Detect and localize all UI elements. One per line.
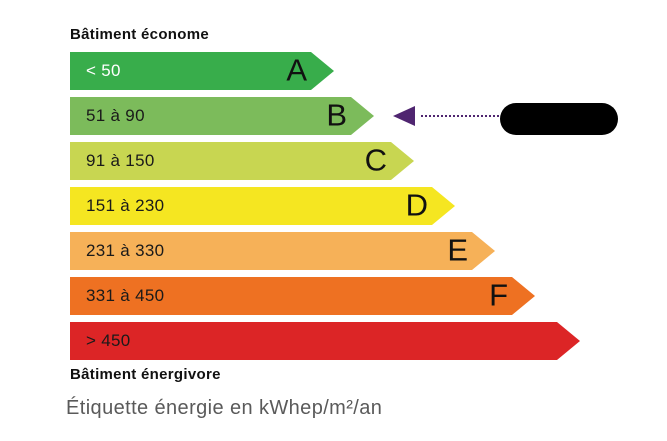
energy-class-bar-f: 331 à 450 F (70, 277, 535, 315)
energy-class-row-e: 231 à 330 E (70, 232, 580, 270)
chart-caption: Étiquette énergie en kWhep/m²/an (66, 397, 383, 419)
energy-class-row-b: 51 à 90 B (70, 97, 580, 135)
redacted-value-blob (500, 103, 618, 135)
energy-class-bar-g: > 450 (70, 322, 580, 360)
energy-class-letter: C (364, 142, 387, 178)
energy-range-label: 231 à 330 (86, 241, 165, 260)
energy-class-row-a: < 50 A (70, 52, 580, 90)
energy-range-label: < 50 (86, 61, 121, 80)
energy-class-bar-a: < 50 A (70, 52, 334, 90)
selected-class-pointer-icon (393, 106, 415, 126)
energy-class-letter: B (326, 97, 347, 133)
energy-class-letter: D (405, 187, 428, 223)
energy-range-label: > 450 (86, 331, 131, 350)
energy-class-letter: F (489, 277, 508, 313)
energy-scale: < 50 A 51 à 90 B 91 à 150 C 151 à 230 D … (70, 52, 580, 367)
scale-bottom-label: Bâtiment énergivore (70, 366, 221, 383)
energy-range-label: 91 à 150 (86, 151, 155, 170)
energy-class-bar-b: 51 à 90 B (70, 97, 374, 135)
scale-top-label: Bâtiment économe (70, 26, 209, 43)
energy-class-bar-d: 151 à 230 D (70, 187, 455, 225)
energy-class-letter: E (447, 232, 468, 268)
energy-class-row-c: 91 à 150 C (70, 142, 580, 180)
energy-class-bar-e: 231 à 330 E (70, 232, 495, 270)
energy-class-row-f: 331 à 450 F (70, 277, 580, 315)
energy-range-label: 331 à 450 (86, 286, 165, 305)
energy-range-label: 51 à 90 (86, 106, 145, 125)
energy-class-row-g: > 450 (70, 322, 580, 360)
pointer-dotted-line (421, 115, 499, 117)
energy-class-letter: A (286, 52, 307, 88)
energy-range-label: 151 à 230 (86, 196, 165, 215)
energy-class-bar-c: 91 à 150 C (70, 142, 414, 180)
energy-class-row-d: 151 à 230 D (70, 187, 580, 225)
